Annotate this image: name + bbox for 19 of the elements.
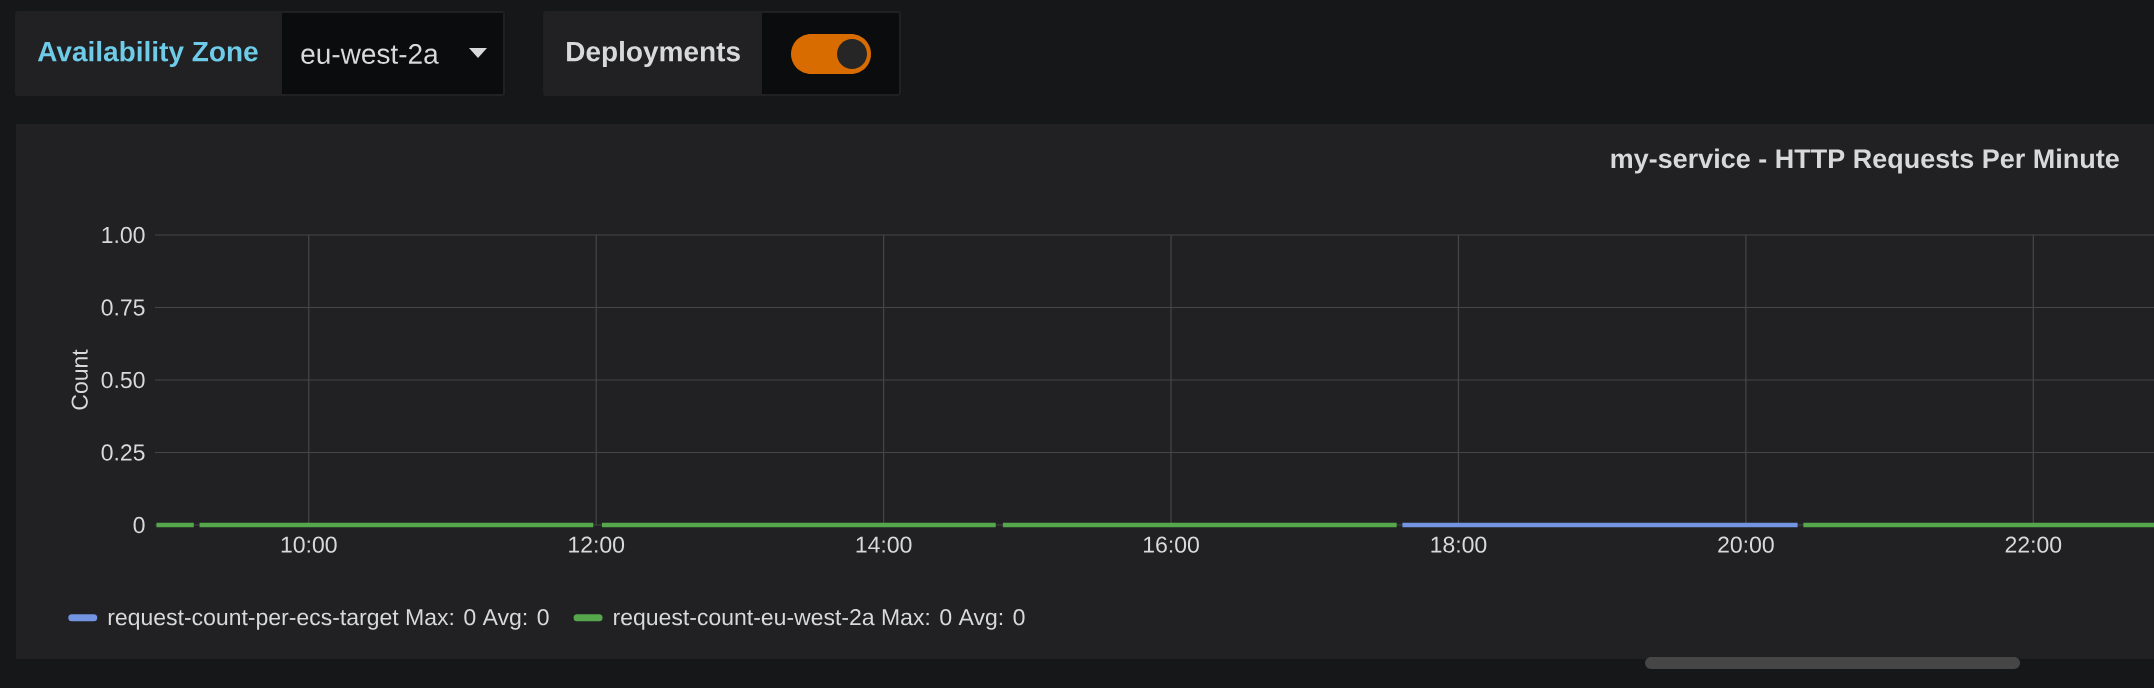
y-tick-label: 0.25 <box>101 444 145 461</box>
y-tick-label: 0 <box>133 516 145 534</box>
legend-label: request-count-per-ecs-target Max: 0 Avg: 0 <box>108 609 549 630</box>
x-tick-label: 20:00 <box>1718 536 1774 553</box>
x-tick-label: 14:00 <box>856 536 912 553</box>
x-tick-label: 22:00 <box>2005 536 2062 553</box>
text: Deployments <box>567 40 740 68</box>
chart-title: my-service - HTTP Requests Per Minute <box>1611 148 2119 174</box>
x-tick-label: 18:00 <box>1431 536 1487 553</box>
x-tick-label: 16:00 <box>1144 536 1199 553</box>
x-tick-label: 12:00 <box>569 536 625 553</box>
text: Availability Zone <box>37 40 258 68</box>
y-axis-title: Count <box>71 349 88 410</box>
y-tick-label: 1.00 <box>102 226 145 244</box>
y-tick-label: 0.75 <box>101 299 145 316</box>
y-tick-label: 0.50 <box>101 371 145 389</box>
text: eu-west-2a <box>301 44 439 64</box>
x-tick-label: 10:00 <box>281 536 337 553</box>
legend-label: request-count-eu-west-2a Max: 0 Avg: 0 <box>614 609 1025 630</box>
